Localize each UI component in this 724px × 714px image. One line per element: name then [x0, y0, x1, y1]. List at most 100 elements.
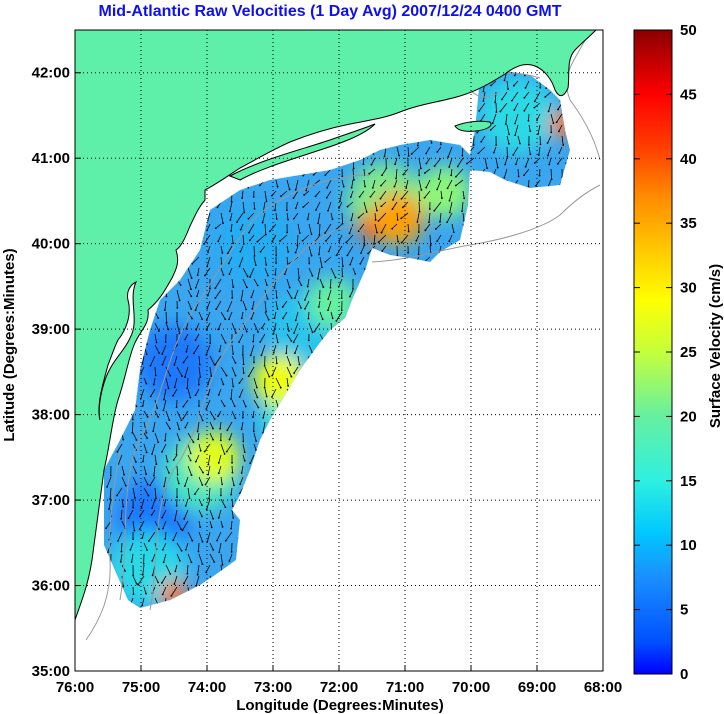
vector-head [352, 167, 355, 170]
velocity-vector [220, 366, 227, 376]
vector-head [550, 131, 553, 134]
velocity-vector [143, 443, 147, 453]
vector-head [287, 384, 289, 387]
vector-head [180, 528, 182, 531]
velocity-vector [330, 212, 333, 220]
vector-head [271, 395, 273, 398]
colorbar-tick-label: 5 [680, 602, 688, 619]
velocity-vector [535, 179, 541, 186]
vector-head [234, 417, 237, 420]
vector-head [385, 167, 388, 170]
velocity-vector [231, 476, 235, 486]
velocity-vector [121, 542, 123, 552]
vector-head [376, 209, 378, 212]
velocity-vector [495, 157, 499, 168]
colorbar-ticks: 0 5 10 15 20 25 30 35 40 45 50 [634, 22, 697, 683]
vector-head [437, 178, 440, 180]
velocity-vector [394, 179, 398, 187]
vector-head [238, 382, 241, 384]
vector-head [238, 341, 241, 344]
vector-head [400, 241, 403, 244]
vector-head [290, 297, 293, 300]
vector-head [314, 195, 317, 198]
vector-head [199, 526, 202, 529]
velocity-vector [275, 289, 278, 298]
velocity-vector [315, 190, 321, 197]
velocity-vector [226, 421, 233, 431]
vector-head [169, 573, 172, 575]
vector-head [512, 154, 515, 156]
velocity-vector [197, 432, 200, 440]
velocity-vector [363, 179, 366, 187]
vector-head [149, 395, 152, 398]
velocity-vector [547, 146, 552, 156]
vector-head [334, 276, 337, 279]
velocity-vector [240, 223, 244, 230]
velocity-vector [206, 322, 211, 330]
vector-head [184, 376, 186, 378]
velocity-vector [225, 531, 233, 541]
velocity-vector [231, 344, 234, 355]
vector-head [537, 132, 540, 135]
velocity-vector [293, 322, 299, 334]
velocity-vector [341, 256, 344, 267]
vector-head [120, 550, 123, 553]
vector-head [169, 374, 172, 377]
vector-head [392, 198, 394, 201]
vector-head [241, 416, 244, 419]
vector-head [206, 294, 209, 297]
vector-head [212, 548, 215, 551]
velocity-vector [197, 267, 200, 276]
vector-head [145, 353, 148, 356]
vector-head [357, 230, 360, 232]
velocity-vector [220, 498, 226, 508]
velocity-vector [230, 487, 233, 495]
velocity-vector [308, 223, 312, 235]
velocity-vector [480, 135, 486, 143]
velocity-vector [339, 190, 343, 202]
velocity-vector [318, 300, 321, 308]
velocity-vector [352, 168, 355, 180]
velocity-vector [528, 146, 531, 155]
vector-head [439, 143, 442, 146]
velocity-vector [143, 476, 149, 485]
vector-head [161, 516, 164, 519]
vector-head [178, 439, 181, 442]
velocity-vector [534, 102, 541, 108]
velocity-vector [274, 201, 277, 211]
vector-head [523, 109, 526, 112]
vector-head [253, 361, 255, 364]
velocity-vector [418, 157, 422, 169]
velocity-vector [490, 124, 497, 131]
velocity-vector [517, 168, 520, 177]
velocity-vector [308, 267, 313, 276]
vector-head [342, 265, 344, 268]
velocity-vector [130, 542, 134, 550]
vector-head [109, 474, 112, 477]
vector-head [281, 306, 284, 308]
velocity-vector [395, 168, 398, 179]
vector-head [158, 330, 160, 332]
vector-head [188, 497, 191, 500]
velocity-vector [360, 245, 365, 254]
velocity-vector [253, 388, 258, 398]
velocity-vector [411, 146, 420, 155]
vector-head [303, 194, 306, 196]
vector-head [178, 299, 181, 302]
vector-head [407, 154, 410, 157]
colorbar-tick-label: 30 [680, 280, 697, 297]
vector-head [176, 306, 179, 309]
vector-head [145, 592, 147, 595]
velocity-vector [218, 454, 222, 464]
velocity-vector [187, 465, 192, 476]
vector-head [267, 318, 270, 321]
velocity-vector [241, 190, 244, 199]
vector-head [558, 152, 561, 154]
vector-head [302, 174, 305, 177]
vector-head [420, 189, 423, 191]
vector-head [452, 231, 455, 234]
vector-head [519, 142, 521, 145]
velocity-vector [195, 388, 200, 396]
velocity-vector [315, 234, 321, 242]
vector-head [212, 517, 215, 520]
